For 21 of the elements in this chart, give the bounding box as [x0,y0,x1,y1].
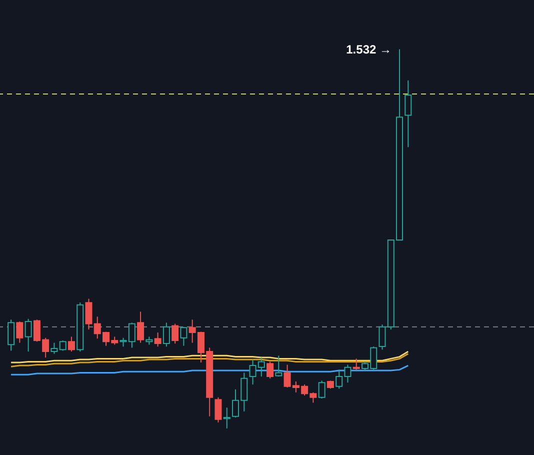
candlestick [85,298,92,330]
candlestick [172,323,179,344]
candlestick [59,340,66,352]
annotation: 1.532 → [346,42,392,56]
candlestick [154,332,162,348]
candlestick [16,321,24,344]
candlestick [404,80,412,148]
candlestick [137,311,144,344]
candlestick [162,322,170,348]
candlestick [214,396,222,423]
candlestick [266,361,274,379]
candlestick [223,407,230,429]
candlestick [50,342,58,354]
candlestick [352,358,360,370]
candlestick [180,326,188,346]
candlestick [24,318,32,352]
candlestick [378,324,386,350]
candlestick [275,355,282,378]
candlestick [318,380,326,400]
candlestick [68,336,75,352]
candlestick [8,319,15,352]
